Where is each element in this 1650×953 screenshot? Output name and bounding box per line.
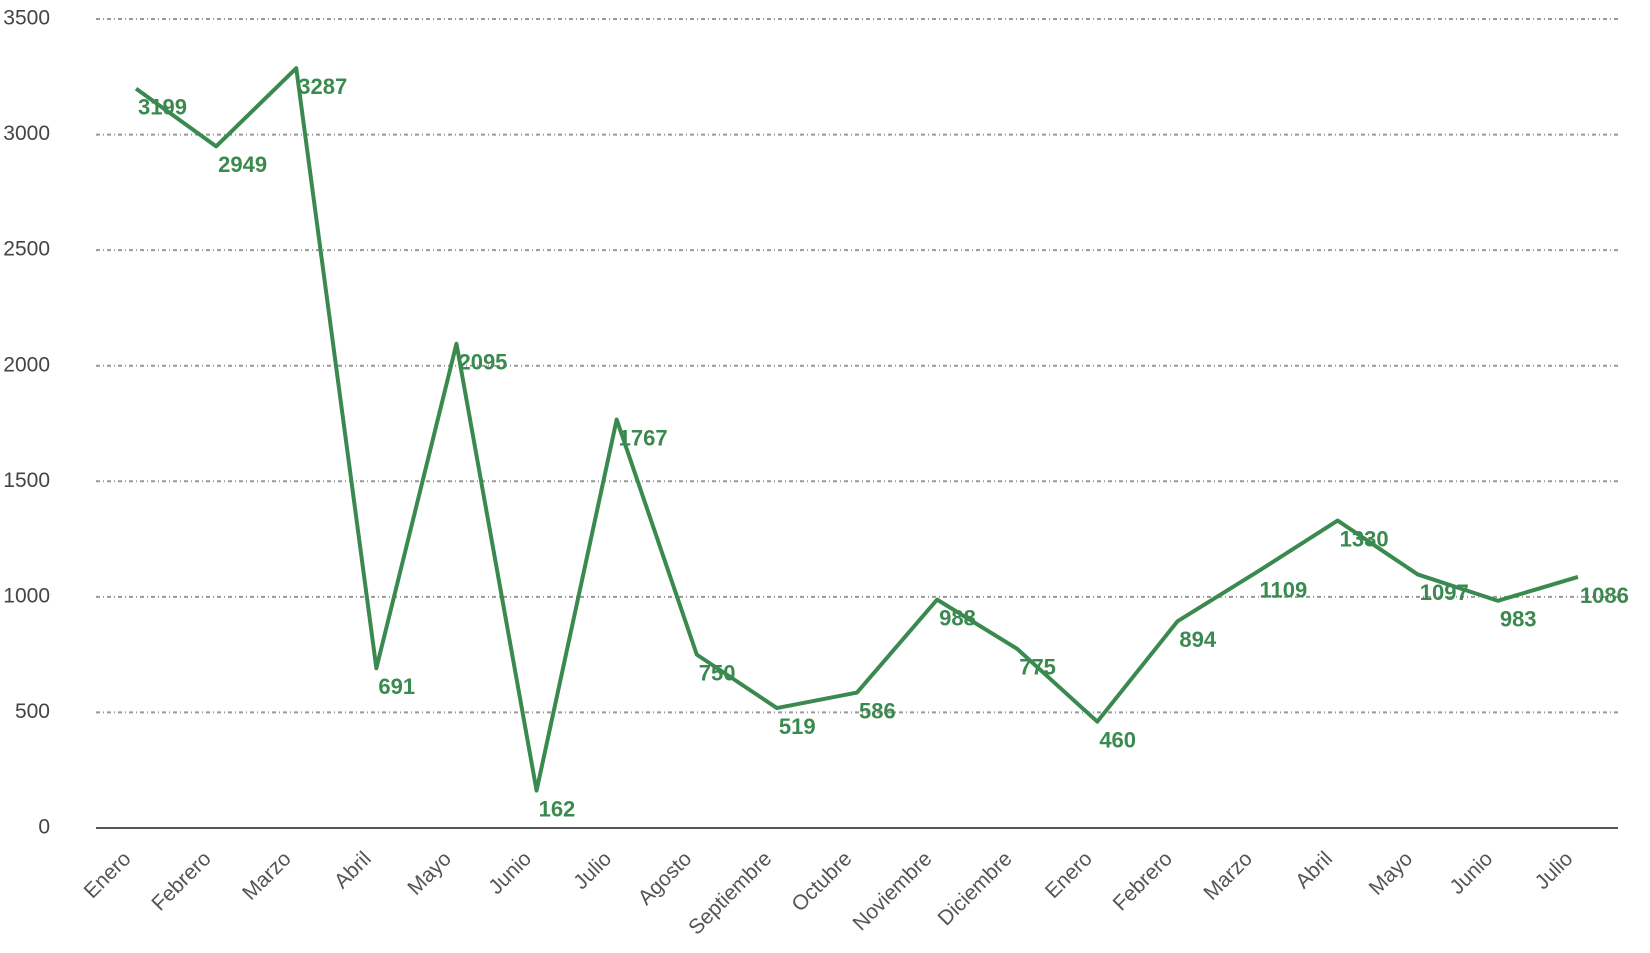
data-label: 983 [1500,607,1537,632]
x-tick-label: Septiembre [684,847,776,939]
data-label: 775 [1019,655,1056,680]
data-label: 162 [539,796,576,821]
x-tick-label: Julio [1531,847,1578,894]
x-tick-label: Enero [1041,847,1097,903]
data-label: 988 [939,605,976,630]
x-tick-label: Febrero [1109,847,1177,915]
x-tick-label: Agosto [634,847,697,910]
x-tick-label: Octubre [787,847,856,916]
x-tick-label: Enero [80,847,136,903]
y-tick-label: 2500 [3,238,50,261]
data-label: 750 [699,660,736,685]
line [134,66,1579,793]
x-tick-label: Abril [330,847,376,893]
y-tick-label: 3500 [3,7,50,30]
x-tick-label: Marzo [1199,847,1257,905]
data-label: 1767 [619,425,668,450]
x-tick-label: Noviembre [848,847,936,935]
y-tick-label: 1500 [3,469,50,492]
x-tick-label: Julio [569,847,616,894]
y-tick-label: 500 [15,700,50,723]
x-tick-label: Marzo [238,847,296,905]
data-label: 1097 [1420,580,1469,605]
data-label: 1086 [1580,583,1629,608]
y-tick-label: 0 [38,816,50,839]
x-tick-label: Abril [1291,847,1337,893]
data-label: 519 [779,714,816,739]
data-label: 1109 [1260,577,1308,602]
x-tick-label: Mayo [403,847,456,900]
x-tick-label: Mayo [1365,847,1418,900]
data-label: 1330 [1340,526,1389,551]
x-tick-label: Febrero [147,847,215,915]
x-tick-label: Diciembre [934,847,1017,930]
data-label: 2949 [218,152,267,177]
y-tick-label: 1000 [3,584,50,607]
data-label: 894 [1179,627,1216,652]
data-label: 691 [378,674,415,699]
x-tick-label: Junio [1446,847,1498,899]
y-tick-label: 3000 [3,122,50,145]
data-label: 3199 [138,94,187,119]
y-tick-label: 2000 [3,353,50,376]
data-label: 3287 [298,74,347,99]
data-label: 2095 [458,350,507,375]
data-label: 460 [1099,727,1136,752]
x-tick-label: Junio [484,847,536,899]
data-label: 586 [859,698,896,723]
